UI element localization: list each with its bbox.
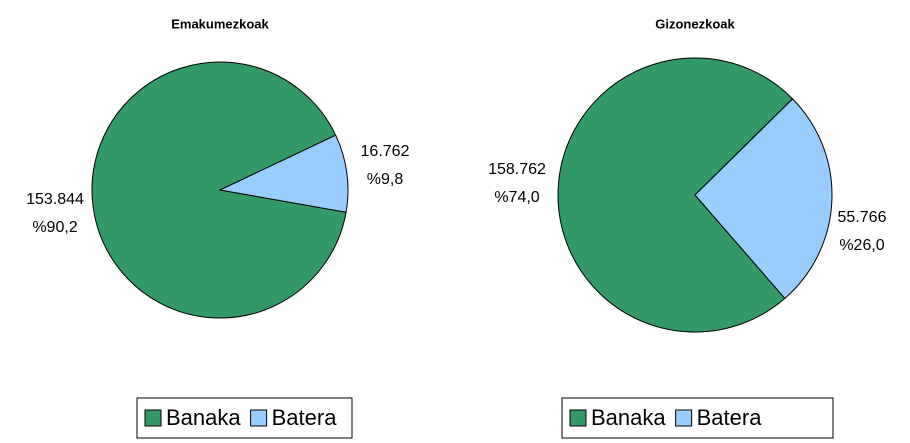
legend-box [561,397,834,439]
value-label: 158.762 [488,161,546,178]
pie-slice [694,98,833,300]
legend-label: Batera [272,405,338,430]
legend-label: Batera [697,405,763,430]
percent-label: %90,2 [32,219,77,236]
percent-label: %74,0 [494,189,539,206]
value-label: 55.766 [838,209,887,226]
chart-title: Gizonezkoak [655,16,735,31]
legend-swatch [569,409,587,427]
percent-label: %9,8 [367,171,404,188]
value-label: 16.762 [361,143,410,160]
legend-swatch [144,409,162,427]
chart-title: Emakumezkoak [171,16,269,31]
legend-box [136,397,353,439]
value-label: 153.844 [26,191,84,208]
percent-label: %26,0 [839,237,884,254]
legend-label: Banaka [166,405,241,430]
legend-label: Banaka [591,405,666,430]
legend-swatch [250,409,268,427]
pie-slice [218,134,349,213]
legend-swatch [675,409,693,427]
pie-slice [557,57,794,333]
